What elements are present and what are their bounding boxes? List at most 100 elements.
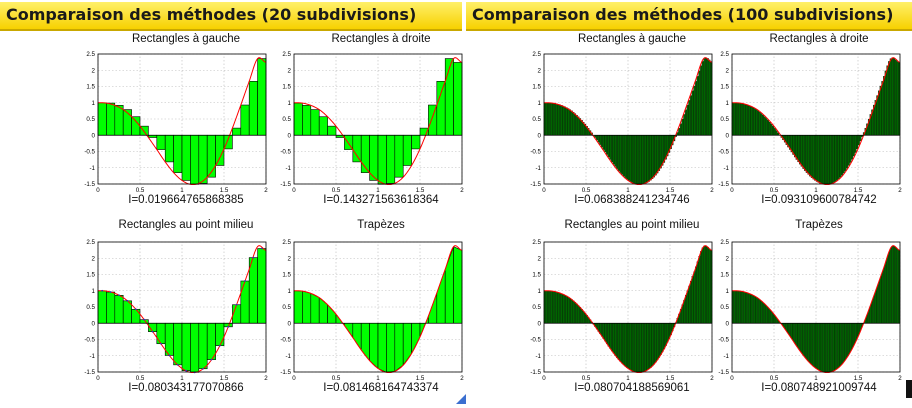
x-tick-label: 1.5 [416, 375, 425, 382]
rectangle-bar [621, 323, 624, 364]
y-tick-label: 1 [288, 100, 292, 107]
rectangle-bar [181, 134, 191, 181]
rectangle-bar [555, 103, 558, 136]
rectangle-bar [658, 135, 661, 171]
rectangle-bar [888, 61, 891, 136]
rectangle-bar [614, 135, 617, 167]
x-tick-label: 0.5 [332, 187, 341, 194]
rectangle-bar [619, 135, 622, 173]
x-tick-label: 1.5 [854, 187, 863, 194]
rectangle-bar [691, 90, 694, 136]
rectangle-bar [812, 135, 815, 180]
rectangle-bar [580, 309, 583, 324]
y-tick-label: -1 [285, 165, 291, 172]
rectangle-bar [794, 135, 796, 158]
rectangle-bar [550, 290, 553, 324]
rectangle-bar [453, 62, 463, 136]
axes-frame [97, 241, 267, 373]
rectangle-bar [639, 135, 642, 185]
rectangle-bar [735, 102, 738, 136]
rectangle-bar [859, 135, 862, 142]
y-tick-label: 2 [288, 255, 292, 262]
rectangle-bar [772, 126, 775, 136]
y-tick-label: -1.5 [530, 181, 541, 188]
trapezoid-bar [889, 246, 892, 324]
rectangle-bar [547, 290, 550, 324]
function-curve [293, 57, 463, 186]
midpoint-marker [101, 289, 104, 292]
rectangle-bar [757, 110, 760, 136]
rectangle-bar [634, 323, 637, 373]
trapezoid-bar [847, 323, 850, 357]
y-tick-label: 0.5 [86, 116, 95, 123]
rectangle-bar [830, 135, 833, 184]
x-tick-label: 2 [710, 375, 714, 382]
rectangle-bar [97, 102, 107, 136]
trapezoid-bar [795, 323, 798, 348]
x-tick-label: 1.5 [220, 187, 229, 194]
rectangle-bar [681, 118, 684, 136]
trapezoid-bar [794, 323, 796, 346]
rectangle-bar [851, 135, 854, 160]
rectangle-bar [560, 105, 563, 136]
rectangle-bar [215, 322, 225, 346]
rectangle-bar [659, 323, 662, 355]
y-tick-label: 1.5 [282, 84, 291, 91]
rectangle-bar [825, 135, 828, 185]
rectangle-bar [646, 323, 649, 371]
integral-value: I=0.068388241234746 [574, 194, 690, 206]
rectangle-bar [746, 105, 749, 136]
rectangle-bar [824, 135, 827, 185]
rectangle-bar [597, 135, 600, 143]
rectangle-bar [642, 135, 645, 185]
trapezoid-bar [849, 323, 852, 354]
trapezoid-bar [802, 323, 805, 357]
midpoint-marker [126, 299, 129, 302]
y-tick-label: 2 [92, 67, 96, 74]
rectangle-bar [641, 323, 644, 373]
rectangle-bar [706, 58, 709, 136]
rectangle-bar [436, 80, 446, 136]
rectangle-bar [552, 291, 555, 324]
y-tick-label: -1 [723, 353, 729, 360]
x-tick-label: 0 [730, 187, 734, 194]
rectangle-bar [684, 295, 687, 324]
midpoint-marker [134, 308, 137, 311]
rectangle-bar [600, 135, 603, 148]
rectangle-bar [762, 114, 765, 136]
trapezoid-bar [302, 290, 312, 324]
trapezoid-bar [758, 298, 761, 324]
midpoint-marker [176, 363, 179, 366]
y-tick-label: -1.5 [718, 369, 729, 376]
rectangle-bar [377, 134, 387, 185]
rectangle-bar [579, 118, 582, 136]
function-curve [543, 57, 713, 186]
rectangle-bar [688, 285, 691, 324]
rectangle-bar [114, 294, 124, 324]
y-tick-label: 0.5 [86, 304, 95, 311]
rectangle-bar [651, 323, 654, 367]
midpoint-marker [260, 247, 263, 250]
y-tick-label: 0.5 [532, 304, 541, 311]
rectangle-bar [215, 134, 225, 166]
y-tick-label: 0.5 [282, 304, 291, 311]
rectangle-bar [695, 81, 698, 136]
rectangle-bar [558, 104, 561, 136]
trapezoid-bar [883, 264, 886, 324]
trapezoid-bar [746, 292, 749, 324]
trapezoid-bar [822, 323, 825, 373]
rectangle-bar [550, 102, 553, 136]
y-tick-label: 1.5 [532, 84, 541, 91]
trapezoid-bar [829, 323, 832, 373]
rectangle-bar [654, 135, 657, 176]
rectangle-bar [842, 135, 845, 174]
trapezoid-bar [884, 258, 887, 324]
rectangle-bar [327, 125, 337, 136]
rectangle-bar [114, 105, 124, 136]
plot-title: Rectangles à droite [331, 33, 431, 45]
plot-title: Rectangles à gauche [131, 33, 241, 45]
y-tick-label: 2.5 [86, 239, 95, 246]
trapezoid-bar [836, 323, 838, 370]
chart-midpoint-rectangles-100: -1.5 -1 -0.5 0 0.5 1 1.5 2 2.5 0 0.5 1 1.5 2 [530, 239, 714, 382]
rectangle-bar [893, 58, 896, 136]
